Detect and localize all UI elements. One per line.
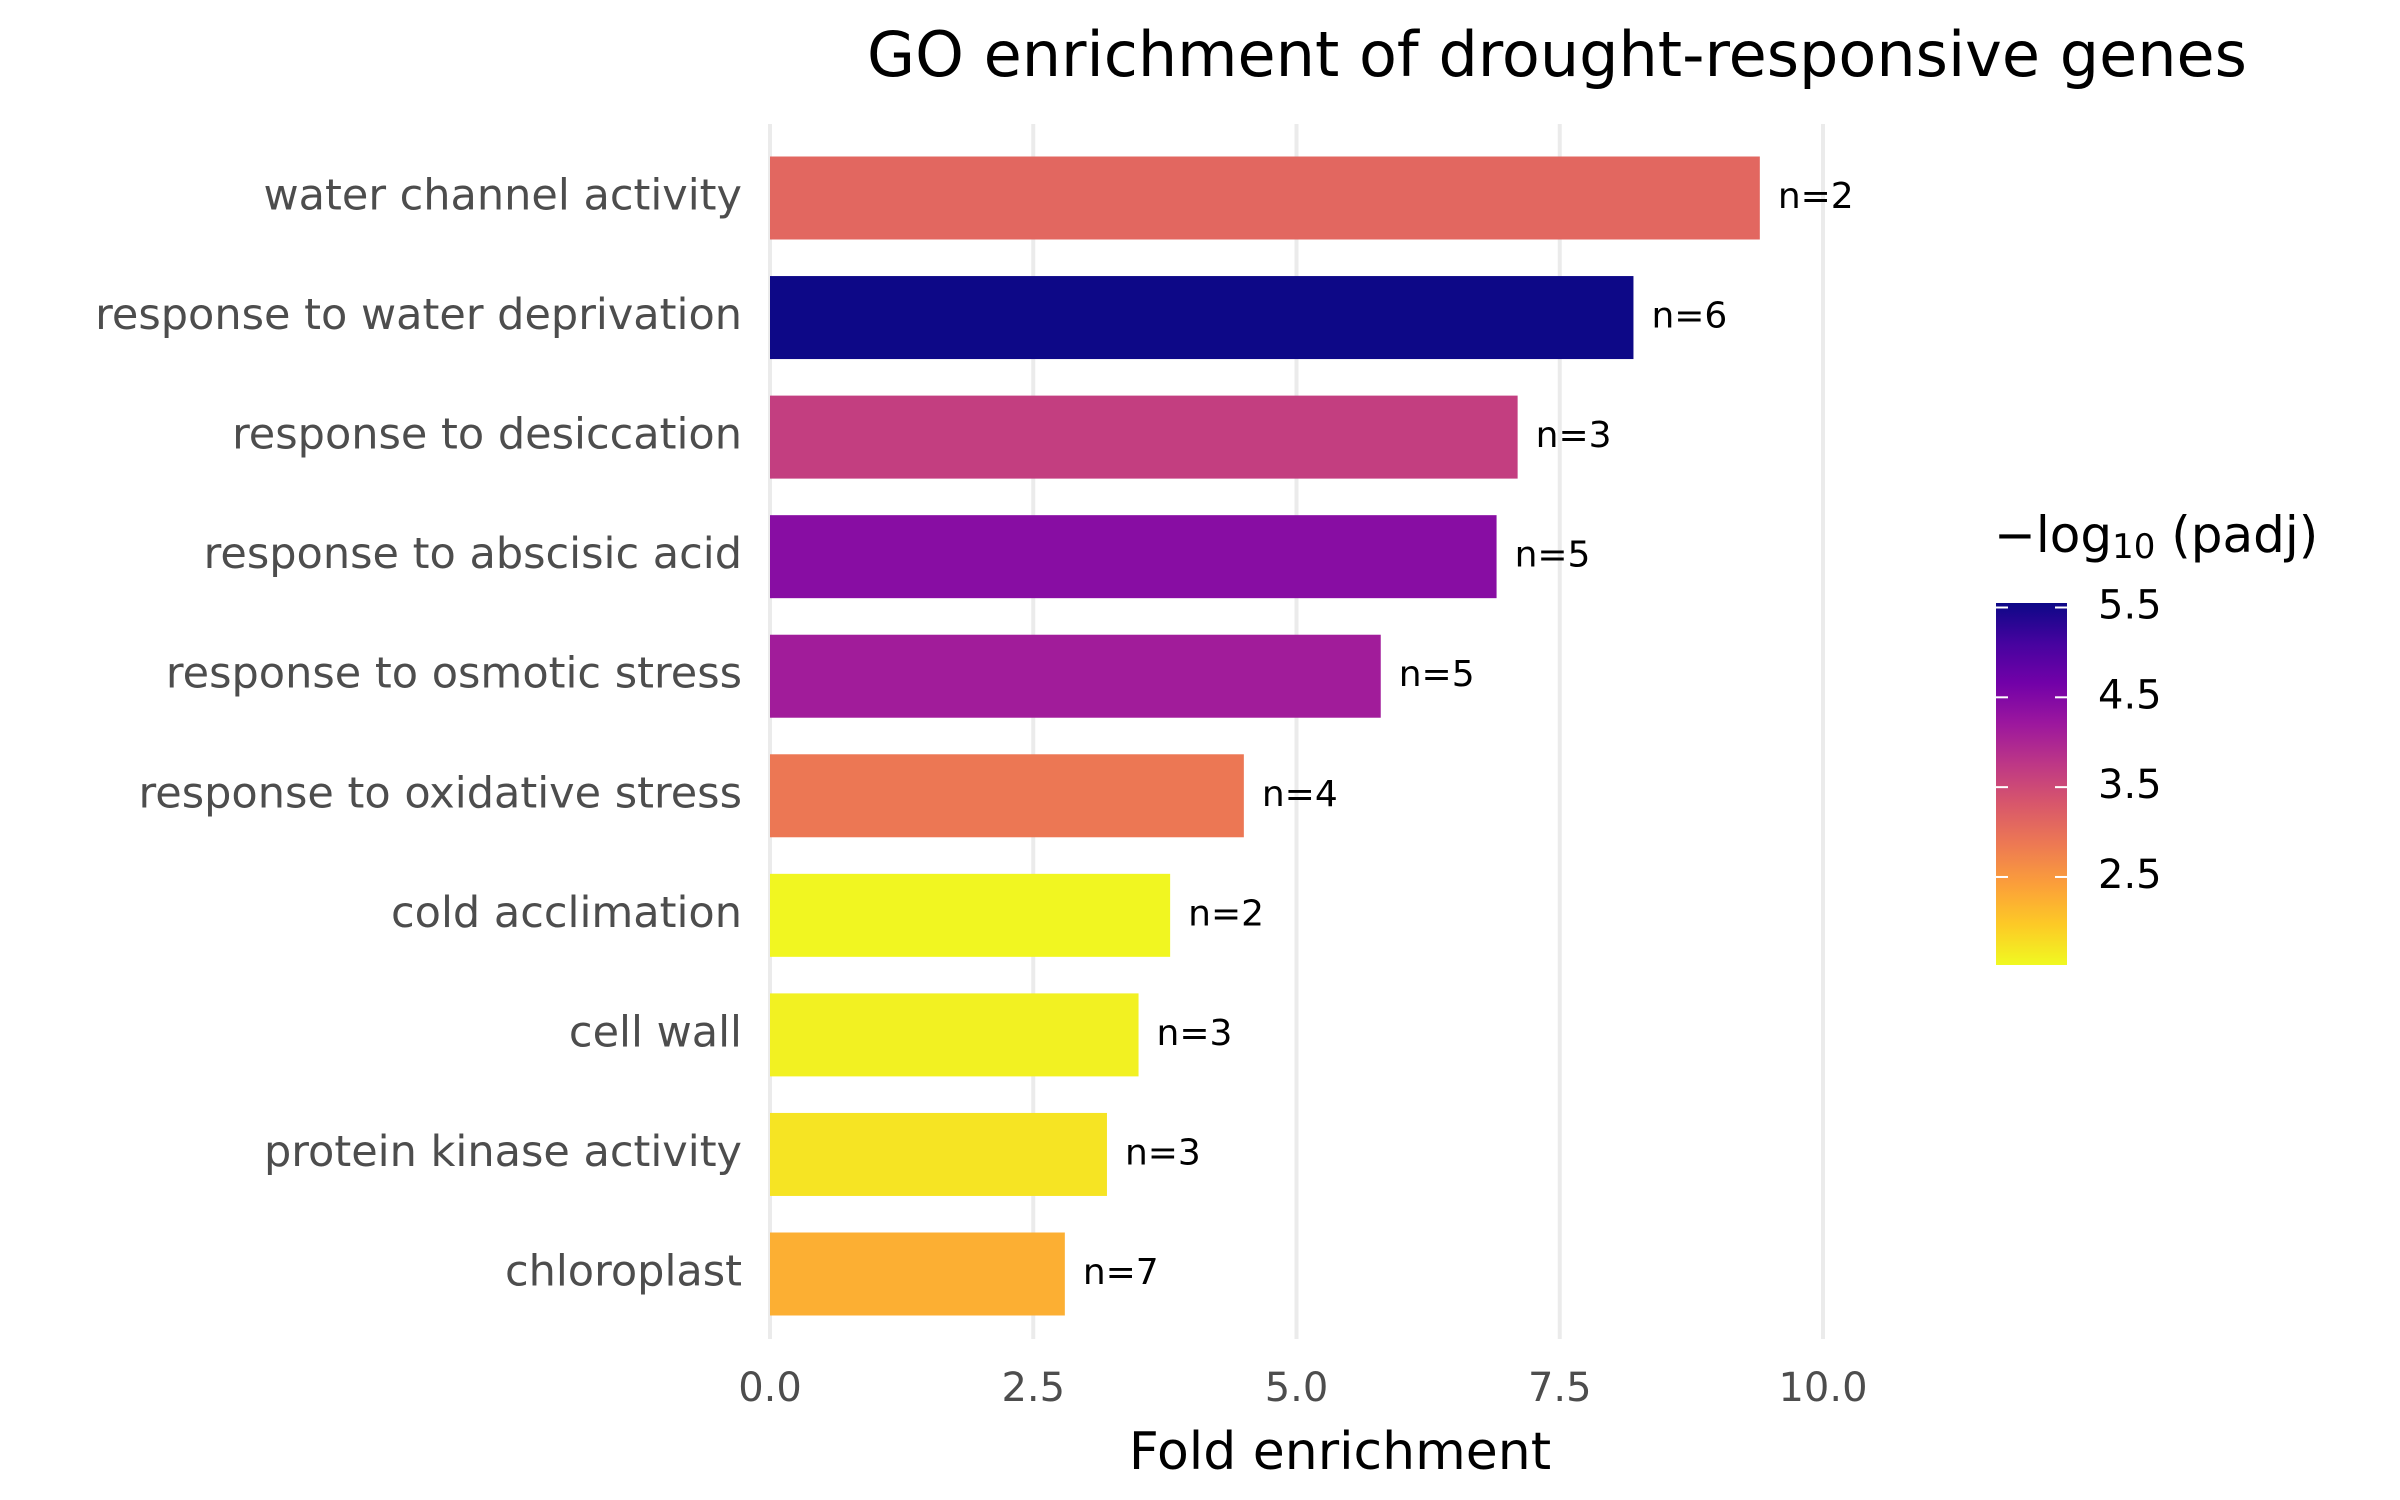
- colorbar-tick-label: 2.5: [2098, 852, 2162, 898]
- y-tick-label: response to osmotic stress: [166, 649, 742, 699]
- value-label: n=3: [1157, 1013, 1233, 1054]
- y-tick-label: chloroplast: [505, 1247, 742, 1297]
- y-tick-label: cell wall: [569, 1007, 742, 1057]
- y-tick-label: cold acclimation: [391, 888, 742, 938]
- bar: [770, 754, 1244, 838]
- y-tick-label: water channel activity: [263, 171, 742, 221]
- chart-title: GO enrichment of drought-responsive gene…: [867, 18, 2247, 91]
- y-tick-label: response to oxidative stress: [139, 768, 742, 818]
- x-tick-label: 10.0: [1778, 1365, 1867, 1411]
- bar: [770, 515, 1497, 599]
- value-label: n=7: [1083, 1252, 1159, 1293]
- value-label: n=2: [1188, 893, 1264, 934]
- colorbar: [1996, 603, 2067, 965]
- bar: [770, 276, 1634, 360]
- bar: [770, 1232, 1065, 1316]
- bar: [770, 634, 1381, 718]
- x-tick-label: 5.0: [1265, 1365, 1329, 1411]
- y-tick-label: response to water deprivation: [95, 290, 742, 340]
- value-label: n=2: [1778, 176, 1854, 217]
- x-tick-label: 0.0: [738, 1365, 802, 1411]
- bar: [770, 1112, 1107, 1196]
- x-tick-label: 7.5: [1528, 1365, 1592, 1411]
- bar: [770, 156, 1760, 240]
- value-label: n=5: [1399, 654, 1475, 695]
- bar: [770, 993, 1139, 1077]
- value-label: n=3: [1536, 415, 1612, 456]
- value-label: n=4: [1262, 774, 1338, 815]
- colorbar-title-part: (padj): [2155, 506, 2318, 564]
- value-label: n=5: [1515, 535, 1591, 576]
- x-tick-label: 2.5: [1001, 1365, 1065, 1411]
- bar: [770, 873, 1171, 957]
- y-tick-label: protein kinase activity: [264, 1127, 742, 1177]
- bar: [770, 395, 1518, 479]
- colorbar-tick-label: 5.5: [2098, 582, 2162, 628]
- value-label: n=6: [1651, 296, 1727, 337]
- colorbar-title-part: −log: [1994, 506, 2112, 564]
- colorbar-title-part: 10: [2112, 527, 2155, 567]
- x-axis-title: Fold enrichment: [1129, 1422, 1551, 1482]
- colorbar-tick-label: 4.5: [2098, 672, 2162, 718]
- y-tick-label: response to abscisic acid: [204, 529, 742, 579]
- colorbar-tick-label: 3.5: [2098, 762, 2162, 808]
- colorbar-title: −log10 (padj): [1994, 506, 2318, 567]
- y-tick-label: response to desiccation: [232, 410, 742, 460]
- value-label: n=3: [1125, 1132, 1201, 1173]
